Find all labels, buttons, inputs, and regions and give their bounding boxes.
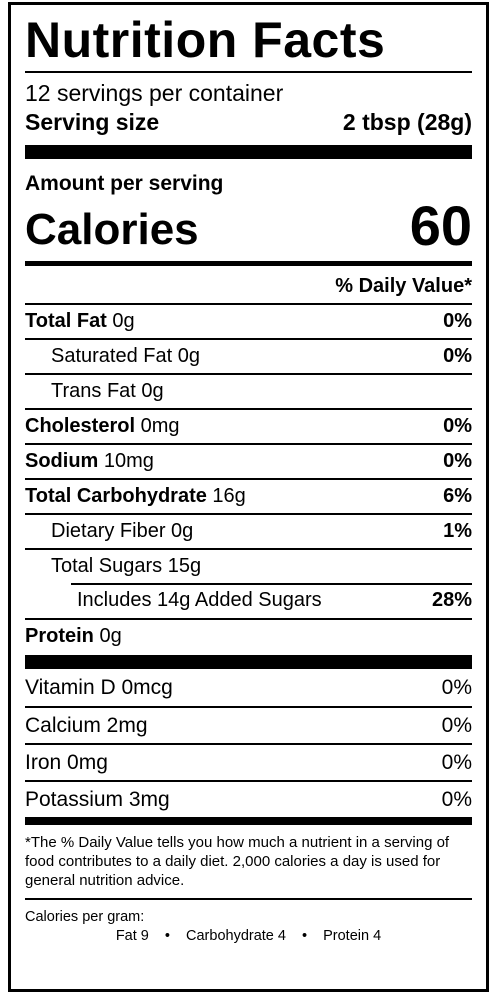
daily-value-footnote: *The % Daily Value tells you how much a … <box>25 834 450 889</box>
nutrient-row-trans-fat: Trans Fat 0g <box>25 373 472 408</box>
servings-per-container: 12 servings per container <box>25 80 284 106</box>
nutrient-name: Dietary Fiber 0g <box>51 520 194 542</box>
nutrient-row-protein: Protein 0g <box>25 618 472 653</box>
divider <box>25 71 472 73</box>
nutrient-row-total-sugars: Total Sugars 15g <box>25 548 472 583</box>
nutrition-facts-label: Nutrition Facts 12 servings per containe… <box>8 2 489 992</box>
nutrient-row-saturated-fat: Saturated Fat 0g 0% <box>25 338 472 373</box>
nutrient-name: Total Carbohydrate <box>25 485 207 507</box>
nutrient-dv: 0% <box>443 450 472 472</box>
nutrient-name: Includes 14g Added Sugars <box>77 589 322 611</box>
calories-label: Calories <box>25 205 199 254</box>
vitamin-name: Vitamin D 0mcg <box>25 675 173 699</box>
calories-per-gram-values: Fat 9 • Carbohydrate 4 • Protein 4 <box>25 926 472 946</box>
nutrient-dv: 28% <box>431 589 472 611</box>
label-title: Nutrition Facts <box>25 12 386 68</box>
medium-divider <box>25 261 472 266</box>
vitamin-dv: 0% <box>441 675 472 699</box>
nutrient-dv: 6% <box>443 485 472 507</box>
nutrient-amount: 0g <box>93 625 122 647</box>
bullet-separator: • <box>302 928 308 944</box>
vitamin-name: Iron 0mg <box>25 750 108 774</box>
nutrient-name: Saturated Fat 0g <box>51 345 200 367</box>
nutrient-amount: 10mg <box>98 450 154 472</box>
calories-per-gram-label: Calories per gram: <box>25 909 145 925</box>
nutrient-name: Sodium <box>25 450 99 472</box>
nutrient-name: Total Fat <box>25 310 107 332</box>
nutrient-amount: 0mg <box>135 415 180 437</box>
vitamin-dv: 0% <box>441 750 472 774</box>
vitamin-name: Calcium 2mg <box>25 713 148 737</box>
indented-divider <box>71 583 472 585</box>
divider <box>25 898 472 900</box>
nutrient-name: Cholesterol <box>25 415 136 437</box>
nutrient-row-dietary-fiber: Dietary Fiber 0g 1% <box>25 513 472 548</box>
nutrient-name: Total Sugars 15g <box>51 555 202 577</box>
serving-size-label: Serving size <box>25 109 160 135</box>
vitamin-name: Potassium 3mg <box>25 787 170 811</box>
thick-divider <box>25 145 472 159</box>
vitamin-dv: 0% <box>441 787 472 811</box>
bullet-separator: • <box>164 928 170 944</box>
nutrient-dv: 0% <box>443 310 472 332</box>
nutrient-row-added-sugars: Includes 14g Added Sugars 28% <box>25 583 472 618</box>
nutrient-dv: 0% <box>443 415 472 437</box>
nutrient-name: Trans Fat 0g <box>51 380 164 402</box>
fat-per-gram: Fat 9 <box>115 928 149 944</box>
protein-per-gram: Protein 4 <box>323 928 382 944</box>
nutrient-row-total-fat: Total Fat 0g 0% <box>25 303 472 338</box>
nutrient-dv: 0% <box>443 345 472 367</box>
amount-per-serving: Amount per serving <box>25 172 224 195</box>
daily-value-header: % Daily Value* <box>335 275 472 297</box>
serving-size-value: 2 tbsp (28g) <box>342 109 472 135</box>
calories-value: 60 <box>409 194 472 257</box>
carbohydrate-per-gram: Carbohydrate 4 <box>186 928 286 944</box>
calories-row: Calories 60 <box>25 197 472 255</box>
thick-divider <box>25 655 472 669</box>
vitamin-row-iron: Iron 0mg 0% <box>25 743 472 780</box>
nutrient-dv: 1% <box>443 520 472 542</box>
nutrient-row-total-carbohydrate: Total Carbohydrate 16g 6% <box>25 478 472 513</box>
nutrient-amount: 16g <box>206 485 246 507</box>
serving-size-row: Serving size 2 tbsp (28g) <box>25 107 472 137</box>
nutrient-row-cholesterol: Cholesterol 0mg 0% <box>25 408 472 443</box>
vitamin-row-potassium: Potassium 3mg 0% <box>25 780 472 817</box>
nutrient-name: Protein <box>25 625 94 647</box>
vitamin-dv: 0% <box>441 713 472 737</box>
vitamin-row-vitamin-d: Vitamin D 0mcg 0% <box>25 669 472 706</box>
nutrient-row-sodium: Sodium 10mg 0% <box>25 443 472 478</box>
vitamin-row-calcium: Calcium 2mg 0% <box>25 706 472 743</box>
nutrient-amount: 0g <box>106 310 135 332</box>
medium-divider <box>25 817 472 825</box>
